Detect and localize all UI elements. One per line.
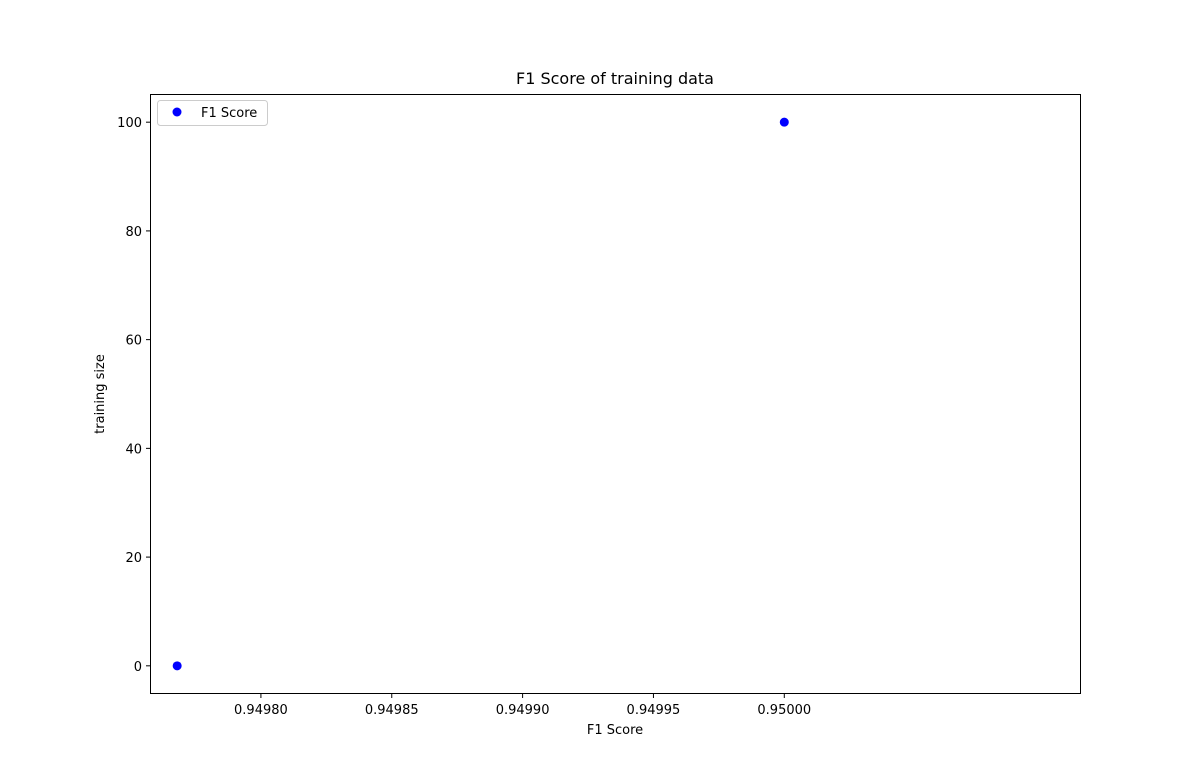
legend-box (157, 100, 268, 126)
y-tick-label: 60 (125, 334, 142, 349)
data-point (779, 117, 789, 127)
plot-frame (150, 94, 1081, 694)
legend-label-f1-score: F1 Score (201, 106, 257, 121)
y-axis-label: training size (93, 354, 108, 434)
data-point (172, 661, 182, 671)
data-points (172, 117, 789, 671)
x-axis-label: F1 Score (587, 723, 643, 738)
y-tick-label: 100 (117, 116, 142, 131)
y-tick-label: 80 (125, 225, 142, 240)
x-tick-label: 0.94995 (627, 703, 681, 718)
x-tick-label: 0.94985 (365, 703, 419, 718)
legend-marker-f1-score (172, 107, 182, 117)
chart-title: F1 Score of training data (516, 69, 714, 88)
x-axis-ticks: 0.94980 0.94985 0.94990 0.94995 0.95000 (234, 693, 811, 718)
x-tick-label: 0.94990 (496, 703, 550, 718)
y-tick-label: 0 (134, 660, 142, 675)
y-axis-ticks: 0 20 40 60 80 100 (117, 116, 151, 675)
y-tick-label: 40 (125, 442, 142, 457)
x-tick-label: 0.95000 (757, 703, 811, 718)
y-tick-label: 20 (125, 551, 142, 566)
legend: F1 Score (157, 100, 268, 126)
x-tick-label: 0.94980 (234, 703, 288, 718)
